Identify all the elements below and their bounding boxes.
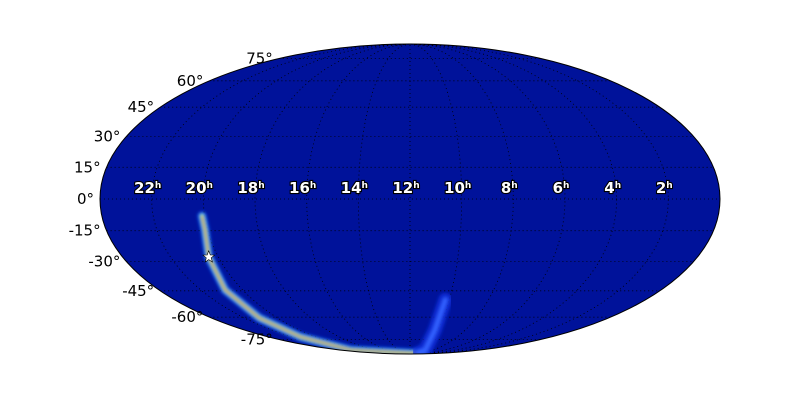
dec-tick-label: -30° bbox=[88, 253, 120, 271]
ra-tick-value: 6 bbox=[553, 179, 563, 197]
dec-tick-label: 30° bbox=[94, 127, 121, 145]
ra-tick-label: 20h bbox=[186, 179, 213, 197]
marker-layer bbox=[202, 249, 216, 263]
ra-unit: h bbox=[362, 181, 368, 191]
ra-tick-value: 20 bbox=[186, 179, 207, 197]
ra-tick-label: 2h bbox=[656, 179, 673, 197]
ra-tick-label: 16h bbox=[289, 179, 316, 197]
ra-tick-value: 2 bbox=[656, 179, 666, 197]
ra-tick-label: 8h bbox=[501, 179, 518, 197]
probability-region bbox=[411, 292, 453, 354]
probability-regions bbox=[197, 211, 453, 354]
ra-tick-value: 8 bbox=[501, 179, 511, 197]
dec-tick-labels: 75° 60° 45° 30° 15° 0° -15° -30°-45° -60° -75° bbox=[69, 50, 273, 349]
dec-tick-label: 75° bbox=[246, 50, 273, 68]
ra-tick-label: 14h bbox=[341, 179, 368, 197]
ra-tick-label: 10h bbox=[444, 179, 471, 197]
ra-tick-label: 22h bbox=[134, 179, 161, 197]
ra-unit: h bbox=[155, 181, 161, 191]
dec-tick-label: -60° bbox=[171, 308, 203, 326]
ra-tick-value: 22 bbox=[134, 179, 155, 197]
region-peak bbox=[201, 215, 424, 354]
ra-unit: h bbox=[465, 181, 471, 191]
ra-unit: h bbox=[258, 181, 264, 191]
region-peak bbox=[416, 297, 448, 354]
ra-unit: h bbox=[615, 181, 621, 191]
ra-tick-label: 4h bbox=[604, 179, 621, 197]
probability-region bbox=[197, 211, 429, 354]
ra-tick-value: 16 bbox=[289, 179, 310, 197]
dec-tick-label: -45° bbox=[122, 282, 154, 300]
ra-gridline bbox=[306, 44, 411, 354]
ra-tick-label: 6h bbox=[553, 179, 570, 197]
ra-gridline bbox=[409, 44, 669, 354]
dec-tick-label: -75° bbox=[241, 330, 273, 348]
ra-tick-labels: 22h 20h 18h 16h 14h 12h 10h 8h 6h 4h 2h bbox=[133, 178, 674, 198]
sky-background bbox=[100, 44, 720, 354]
ra-unit: h bbox=[207, 181, 213, 191]
ra-tick-value: 10 bbox=[444, 179, 465, 197]
dec-tick-label: 15° bbox=[74, 158, 101, 176]
ra-tick-value: 14 bbox=[341, 179, 362, 197]
dec-tick-label: 60° bbox=[177, 72, 204, 90]
ra-gridline bbox=[409, 44, 618, 354]
ra-gridline bbox=[151, 44, 411, 354]
ra-tick-value: 18 bbox=[237, 179, 258, 197]
ra-tick-value: 4 bbox=[604, 179, 614, 197]
ra-unit: h bbox=[413, 181, 419, 191]
sky-boundary bbox=[99, 43, 721, 355]
ra-tick-label: 12h bbox=[392, 179, 419, 197]
ra-gridline bbox=[409, 44, 514, 354]
ra-tick-value: 12 bbox=[392, 179, 413, 197]
ra-unit: h bbox=[511, 181, 517, 191]
dec-tick-label: 45° bbox=[128, 98, 155, 116]
ra-unit: h bbox=[666, 181, 672, 191]
ra-tick-label: 18h bbox=[237, 179, 264, 197]
ra-gridline bbox=[357, 44, 411, 354]
dec-tick-label: -15° bbox=[69, 222, 101, 240]
dec-tick-label: 0° bbox=[77, 190, 94, 208]
star-marker-icon bbox=[202, 249, 216, 263]
ra-unit: h bbox=[563, 181, 569, 191]
ra-unit: h bbox=[310, 181, 316, 191]
ra-gridline bbox=[202, 44, 411, 354]
